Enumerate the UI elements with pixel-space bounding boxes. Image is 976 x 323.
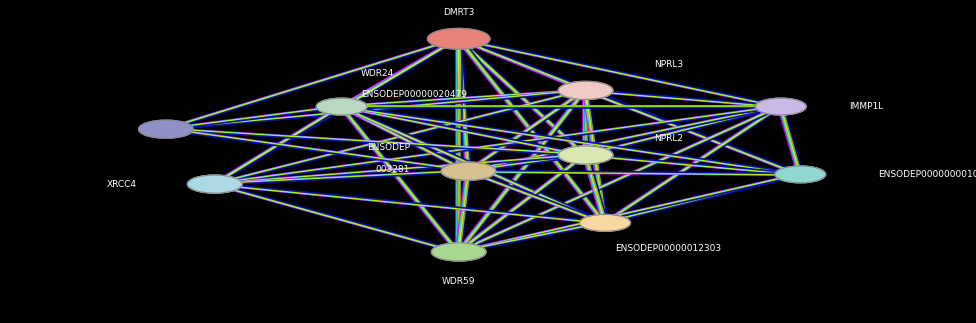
Text: ENSODEP00000000100: ENSODEP00000000100 — [878, 170, 976, 179]
Circle shape — [316, 98, 367, 115]
Circle shape — [187, 175, 242, 193]
Circle shape — [580, 214, 630, 231]
Circle shape — [558, 81, 613, 99]
Text: ENSODEP00000020479: ENSODEP00000020479 — [361, 90, 468, 99]
Text: NPRL2: NPRL2 — [654, 134, 683, 143]
Text: IMMP1L: IMMP1L — [849, 102, 883, 111]
Circle shape — [775, 166, 826, 183]
Text: WDR24: WDR24 — [361, 68, 394, 78]
Text: 003281: 003281 — [376, 165, 410, 174]
Text: XRCC4: XRCC4 — [106, 180, 137, 189]
Circle shape — [441, 162, 496, 180]
Text: ENSODEP00000012303: ENSODEP00000012303 — [615, 244, 721, 253]
Circle shape — [558, 146, 613, 164]
Circle shape — [755, 98, 806, 115]
Text: ENSODEP: ENSODEP — [367, 143, 410, 152]
Circle shape — [139, 120, 193, 138]
Text: NPRL3: NPRL3 — [654, 60, 683, 69]
Circle shape — [427, 28, 490, 49]
Circle shape — [431, 243, 486, 261]
Text: WDR59: WDR59 — [442, 276, 475, 286]
Text: DMRT3: DMRT3 — [443, 8, 474, 17]
